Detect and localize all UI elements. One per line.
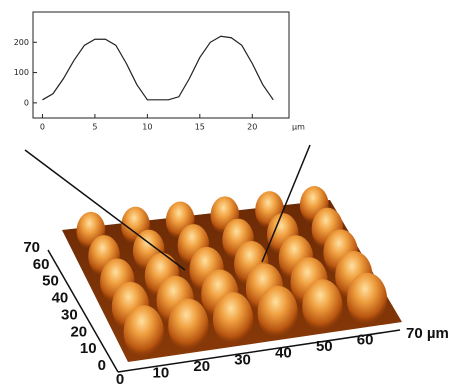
x-tick-label: 5 xyxy=(92,123,97,132)
pointer-line xyxy=(24,149,186,271)
surface-x-label: 30 xyxy=(234,351,251,368)
surface-y-label: 10 xyxy=(80,340,97,357)
surface-x-label: 50 xyxy=(316,338,333,355)
surface-peak xyxy=(123,305,164,359)
profile-line xyxy=(42,35,274,101)
surface-x-label: 60 xyxy=(357,332,374,349)
surface-x-label: 70 µm xyxy=(406,325,449,342)
x-unit: µm xyxy=(292,123,305,132)
surface-peak xyxy=(346,272,388,327)
surface-x-label: 40 xyxy=(275,345,292,362)
surface-peak xyxy=(257,285,298,340)
y-tick-label: 0 xyxy=(24,98,29,107)
surface-peak xyxy=(302,279,343,333)
plot-frame xyxy=(32,11,290,119)
x-tick-label: 10 xyxy=(142,123,152,132)
surface-y-label: 50 xyxy=(42,273,59,290)
axis-line xyxy=(47,249,119,373)
surface-y-label: 70 xyxy=(23,239,40,256)
surface-y-label: 30 xyxy=(61,306,78,323)
surface-x-label: 10 xyxy=(153,364,170,381)
axis-line xyxy=(117,329,401,373)
x-tick-label: 20 xyxy=(247,123,257,132)
surface-y-label: 40 xyxy=(52,290,69,307)
surface-x-label: 0 xyxy=(116,371,124,387)
surface-y-label: 20 xyxy=(70,323,87,340)
surface-peak xyxy=(168,298,209,353)
surface-peak xyxy=(212,292,254,346)
x-tick-label: 0 xyxy=(40,123,45,132)
surface-x-label: 20 xyxy=(193,358,210,375)
y-tick-label: 100 xyxy=(14,68,29,77)
x-tick-label: 15 xyxy=(195,123,205,132)
pointer-line xyxy=(261,144,311,263)
afm-surface xyxy=(62,185,402,362)
surface-y-label: 0 xyxy=(98,357,106,374)
y-tick-label: 200 xyxy=(14,38,29,47)
surface-y-label: 60 xyxy=(33,256,50,273)
